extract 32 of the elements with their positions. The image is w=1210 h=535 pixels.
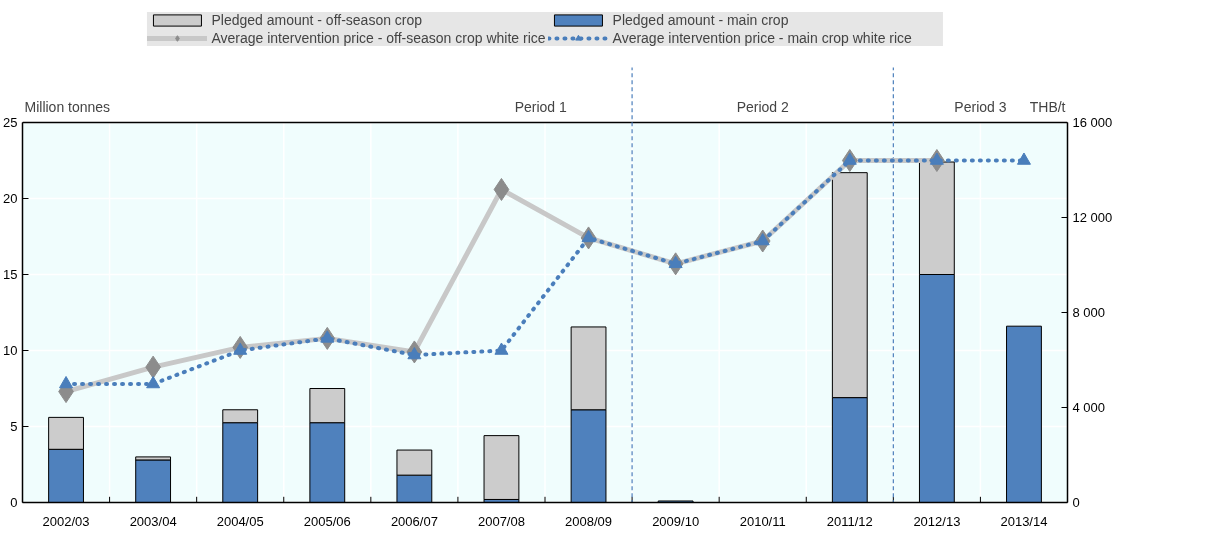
x-tick-label: 2008/09	[565, 513, 613, 529]
x-tick-label: 2011/12	[826, 513, 873, 529]
y-tick-label: 25	[3, 115, 18, 130]
x-tick-label: 2003/04	[129, 513, 177, 529]
x-tick-label: 2007/08	[477, 513, 525, 529]
x-tick-label: 2010/11	[739, 513, 786, 529]
x-tick-label: 2005/06	[303, 513, 351, 529]
legend-label: Pledged amount - main crop	[612, 12, 790, 28]
y-axis-title: Million tonnes	[24, 98, 111, 115]
x-tick-label: 2002/03	[42, 513, 90, 529]
y2-tick-label: 12 000	[1072, 210, 1113, 225]
legend-label: Average intervention price - off-season crop white rice	[211, 30, 546, 46]
y2-tick-label: 16 000	[1072, 115, 1113, 130]
text: Period 1	[514, 98, 567, 115]
y-tick-label: 0	[10, 495, 18, 510]
y-tick-label: 20	[3, 191, 18, 206]
legend-label: Average intervention price - main crop white rice	[612, 30, 913, 46]
x-tick-label: 2009/10	[652, 513, 700, 529]
x-tick-label: 2013/14	[1000, 513, 1048, 529]
x-tick-label: 2004/05	[216, 513, 264, 529]
y2-tick-label: 0	[1072, 495, 1080, 510]
text: Period 2	[736, 98, 789, 115]
x-tick-label: 2012/13	[913, 513, 961, 529]
y-tick-label: 5	[10, 419, 18, 434]
y2-axis-title: THB/t	[1029, 98, 1066, 115]
y2-tick-label: 4 000	[1072, 400, 1106, 415]
x-tick-label: 2006/07	[390, 513, 438, 529]
text: Period 3	[954, 98, 1007, 115]
legend-label: Pledged amount - off-season crop	[211, 12, 424, 28]
y-tick-label: 10	[3, 343, 18, 358]
y2-tick-label: 8 000	[1072, 305, 1106, 320]
y-tick-label: 15	[3, 267, 18, 282]
